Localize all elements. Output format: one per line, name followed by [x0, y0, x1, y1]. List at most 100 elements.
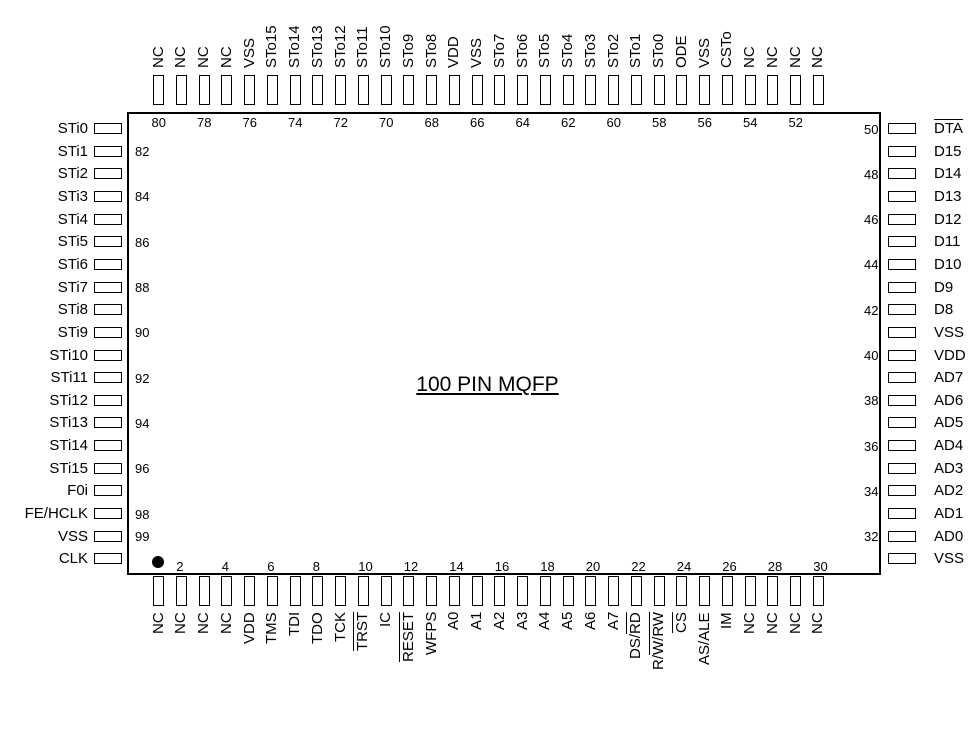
pin-number: 66: [470, 115, 485, 130]
pin-number: 52: [788, 115, 803, 130]
pin-box: [94, 440, 122, 452]
pin-box: [744, 576, 756, 606]
pin-number: 4: [221, 559, 229, 574]
pin-box: [312, 576, 324, 606]
pin-label: D14: [934, 165, 962, 183]
pin-label: STo8: [422, 33, 440, 68]
pin-label: D10: [934, 255, 962, 273]
pin-label: NC: [217, 612, 235, 634]
pin-number: 80: [151, 115, 166, 130]
pin-box: [676, 576, 688, 606]
pin-box: [94, 372, 122, 384]
pin-box: [471, 576, 483, 606]
pin-label: NC: [786, 612, 804, 634]
pin-number: 50: [864, 121, 879, 137]
pin-number: 64: [515, 115, 530, 130]
pin-label: NC: [149, 46, 167, 68]
pin-label: A3: [513, 611, 531, 630]
pin-box: [630, 75, 642, 105]
pin-label: STo13: [308, 25, 326, 68]
pin-box: [175, 576, 187, 606]
package-body: [127, 112, 881, 575]
pin-number: 88: [135, 280, 150, 296]
pin-box: [888, 213, 916, 225]
pin-box: [517, 576, 528, 606]
pin-box: [94, 462, 122, 474]
pin-label: CLK: [58, 550, 88, 568]
pin-box: [312, 75, 324, 105]
pin-label: NC: [809, 46, 827, 68]
pin-number: 68: [424, 115, 439, 130]
pin-label: STo0: [650, 33, 667, 68]
pin-number: 24: [676, 559, 692, 574]
pin-box: [630, 576, 642, 606]
pin-box: [699, 576, 710, 606]
pin-label: AD1: [934, 505, 964, 523]
pin-label: NC: [809, 612, 827, 634]
pin-label: STi10: [49, 346, 88, 364]
pin-label: AD4: [934, 437, 964, 455]
pin1-indicator-dot: [152, 556, 164, 568]
pin-label: AD0: [934, 527, 964, 545]
pin-box: [767, 75, 779, 105]
pin-label: AS/ALE: [695, 612, 713, 665]
pin-label: NC: [786, 46, 804, 68]
pin-label: STi7: [57, 278, 88, 296]
pin-number: 78: [197, 115, 212, 130]
pin-box: [562, 75, 574, 105]
pin-box: [888, 372, 916, 384]
pin-number: 76: [242, 115, 257, 130]
pin-label: AD3: [934, 459, 964, 477]
pin-label: D12: [934, 210, 962, 228]
pin-label: STi3: [57, 187, 88, 205]
pin-box: [767, 576, 779, 606]
pin-box: [888, 281, 916, 293]
pin-label: VDD: [240, 612, 258, 644]
pin-number: 74: [288, 115, 303, 130]
pin-label: AD2: [934, 482, 964, 500]
pin-label: NC: [763, 46, 781, 68]
pin-box: [539, 75, 551, 105]
pin-label: CSTo: [718, 31, 736, 68]
pin-label: VSS: [468, 37, 485, 68]
pin-box: [94, 530, 122, 542]
pin-label: STo11: [354, 26, 372, 68]
pin-number: 8: [312, 559, 320, 574]
pin-label: STi2: [57, 165, 88, 183]
pin-box: [494, 576, 506, 606]
pin-label: WFPS: [422, 611, 440, 655]
pin-box: [585, 576, 597, 606]
pin-label: TCK: [331, 612, 349, 642]
pin-box: [380, 576, 392, 606]
pin-number: 60: [606, 115, 621, 130]
pin-box: [94, 213, 122, 225]
pin-number: 56: [697, 115, 712, 130]
pin-box: [426, 75, 437, 105]
pin-label: FE/HCLK: [24, 505, 88, 523]
pin-number: 54: [743, 115, 758, 130]
pin-number: 46: [864, 212, 879, 228]
pin-box: [653, 576, 665, 606]
pin-box: [94, 190, 122, 202]
pin-number: 30: [813, 559, 828, 574]
pin-box: [94, 258, 122, 270]
pin-label: STo1: [627, 33, 645, 68]
pin-label: D8: [934, 301, 954, 319]
pin-label: NC: [172, 612, 190, 634]
pin-box: [888, 190, 916, 202]
pin-box: [790, 75, 801, 105]
pin-box: [448, 576, 460, 606]
pin-number: 28: [767, 559, 783, 574]
pin-box: [94, 304, 122, 316]
pin-box: [888, 417, 916, 429]
pin-number: 72: [333, 115, 348, 130]
pin-box: [153, 576, 164, 606]
pin-number: 62: [561, 115, 576, 130]
pin-box: [608, 75, 619, 105]
pin-number: 38: [864, 393, 879, 409]
pin-box: [812, 75, 824, 105]
pin-label: A6: [581, 611, 599, 630]
pin-box: [289, 576, 301, 606]
pin-box: [94, 508, 122, 520]
pin-number: 32: [864, 529, 879, 545]
